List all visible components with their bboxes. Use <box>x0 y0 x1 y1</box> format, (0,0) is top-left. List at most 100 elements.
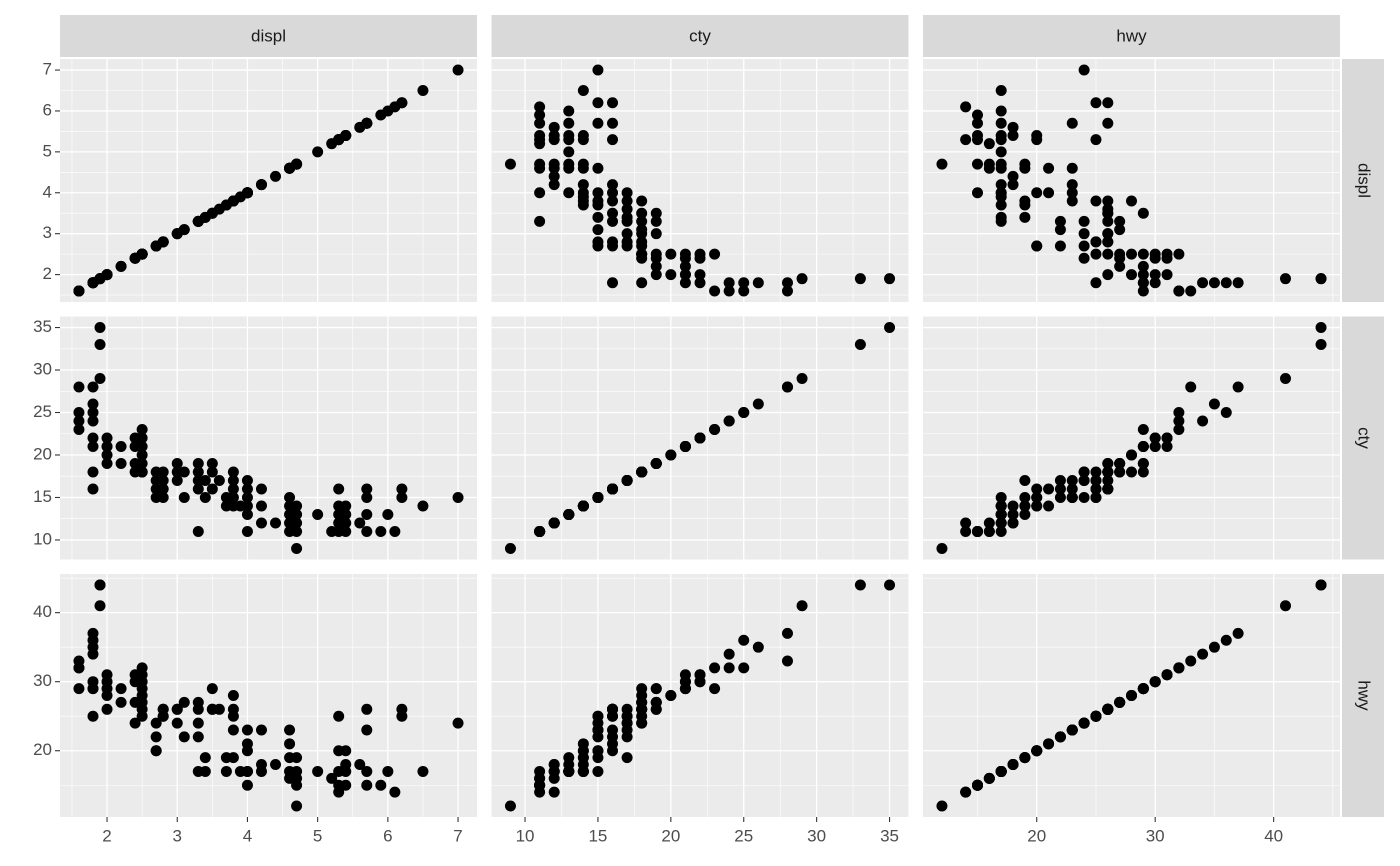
point <box>227 690 239 701</box>
point <box>1007 759 1019 771</box>
point <box>504 542 516 554</box>
point <box>607 179 619 191</box>
strip-background <box>60 15 477 57</box>
point <box>171 457 183 469</box>
point <box>136 424 148 436</box>
point <box>679 260 691 272</box>
point <box>340 745 352 757</box>
point <box>995 525 1007 537</box>
x-tick-label: 3 <box>173 826 182 845</box>
point <box>650 248 662 260</box>
point <box>577 765 589 777</box>
strip-background <box>1342 316 1384 560</box>
point <box>679 248 691 260</box>
point <box>354 759 366 771</box>
point <box>87 398 99 410</box>
point <box>679 676 691 688</box>
point <box>1031 491 1043 503</box>
point <box>1173 248 1185 260</box>
point <box>723 662 735 674</box>
point <box>577 85 589 96</box>
point <box>136 669 148 681</box>
point <box>1102 248 1114 260</box>
point <box>1114 457 1126 469</box>
point <box>650 457 662 469</box>
strip-label: displ <box>251 26 286 45</box>
point <box>340 765 352 777</box>
point <box>417 85 429 96</box>
point <box>592 195 604 207</box>
strip-label: hwy <box>1116 26 1147 45</box>
point <box>87 466 99 478</box>
point <box>1197 648 1209 660</box>
point <box>284 738 296 750</box>
point <box>1078 228 1090 240</box>
point <box>136 432 148 444</box>
point <box>621 195 633 207</box>
point <box>1078 252 1090 264</box>
point <box>375 525 387 537</box>
point <box>1066 187 1078 199</box>
point <box>1137 260 1149 272</box>
point <box>1019 158 1031 170</box>
point <box>361 483 373 495</box>
point <box>983 772 995 784</box>
point <box>291 542 303 554</box>
strip-label: displ <box>1355 163 1374 198</box>
point <box>709 285 721 297</box>
point <box>636 207 648 219</box>
point <box>199 752 211 764</box>
point <box>738 407 750 419</box>
point <box>340 517 352 529</box>
point <box>87 648 99 660</box>
point <box>1066 491 1078 503</box>
panel-background <box>923 59 1340 302</box>
panel-background <box>60 316 477 560</box>
point <box>592 117 604 129</box>
strip-background <box>1342 59 1384 302</box>
point <box>636 215 648 227</box>
point <box>679 277 691 289</box>
point <box>87 415 99 427</box>
point <box>621 724 633 736</box>
point <box>1007 508 1019 520</box>
point <box>1232 627 1244 639</box>
point <box>636 466 648 478</box>
point <box>995 117 1007 129</box>
point <box>417 500 429 512</box>
point <box>361 525 373 537</box>
point <box>1126 466 1137 478</box>
point <box>621 228 633 240</box>
point <box>452 717 464 729</box>
point <box>592 717 604 729</box>
point <box>995 130 1007 141</box>
point <box>636 703 648 715</box>
point <box>1054 474 1066 486</box>
point <box>1066 724 1078 736</box>
point <box>1149 440 1161 452</box>
point <box>284 724 296 736</box>
point <box>136 248 148 260</box>
point <box>136 690 148 701</box>
point <box>1054 491 1066 503</box>
point <box>679 269 691 281</box>
point <box>534 215 546 227</box>
point <box>752 398 764 410</box>
point <box>709 683 721 695</box>
point <box>1066 195 1078 207</box>
point <box>563 158 575 170</box>
point <box>1078 717 1090 729</box>
point <box>1114 466 1126 478</box>
point <box>227 491 239 503</box>
point <box>694 277 706 289</box>
point <box>1126 690 1137 701</box>
point <box>971 187 983 199</box>
point <box>781 277 793 289</box>
point <box>1102 203 1114 215</box>
point <box>563 508 575 520</box>
point <box>607 195 619 207</box>
point <box>340 779 352 791</box>
point <box>563 187 575 199</box>
point <box>1090 195 1102 207</box>
point <box>1149 248 1161 260</box>
